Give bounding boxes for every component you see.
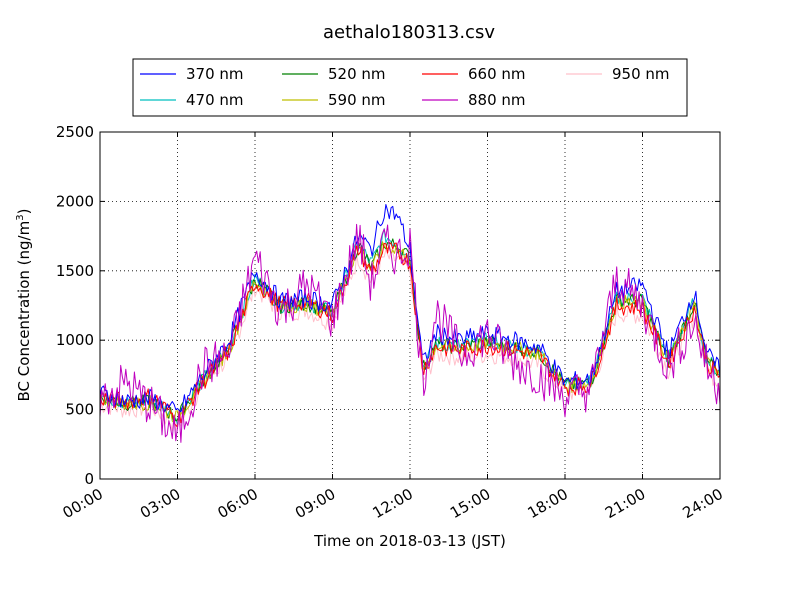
legend-label: 470 nm (186, 91, 244, 109)
y-axis-label-superscript: 3 (15, 214, 26, 220)
y-axis-label: BC Concentration (ng/m3) (15, 209, 33, 402)
legend-label: 660 nm (468, 65, 526, 83)
x-tick-label: 18:00 (525, 485, 571, 522)
y-tick-label: 2000 (56, 192, 94, 210)
y-tick-label: 2500 (56, 123, 94, 141)
series-layer (99, 204, 721, 443)
legend-box (132, 58, 688, 117)
legend-label: 880 nm (468, 91, 526, 109)
y-axis-label-main: BC Concentration (ng/m (15, 221, 33, 402)
x-tick-label: 00:00 (60, 485, 106, 522)
y-tick-label: 0 (84, 470, 94, 488)
x-tick-label: 09:00 (292, 485, 338, 522)
chart-title: aethalo180313.csv (323, 22, 495, 43)
x-tick-label: 24:00 (680, 485, 726, 522)
x-tick-label: 15:00 (447, 485, 493, 522)
legend-label: 950 nm (612, 65, 670, 83)
y-tick-label: 1000 (56, 331, 94, 349)
x-axis: 00:00 03:00 06:00 09:00 12:00 15:00 18:00 21:00… (60, 132, 726, 522)
x-tick-label: 06:00 (215, 485, 261, 522)
y-tick-label: 1500 (56, 262, 94, 280)
x-tick-label: 21:00 (602, 485, 648, 522)
series-line-520-nm (99, 238, 721, 422)
legend: 370 nm 470 nm 520 nm 590 nm 660 nm 880 nm 950 … (132, 58, 688, 117)
x-tick-label: 12:00 (370, 485, 416, 522)
legend-label: 370 nm (186, 65, 244, 83)
legend-label: 520 nm (328, 65, 386, 83)
x-axis-label: Time on 2018-03-13 (JST) (313, 532, 506, 550)
x-tick-label: 03:00 (137, 485, 183, 522)
y-axis: 0 500 1000 1500 2000 2500 (56, 123, 720, 488)
y-axis-label-end: ) (15, 209, 33, 215)
y-tick-label: 500 (65, 401, 94, 419)
series-line-880-nm (99, 223, 721, 443)
legend-label: 590 nm (328, 91, 386, 109)
